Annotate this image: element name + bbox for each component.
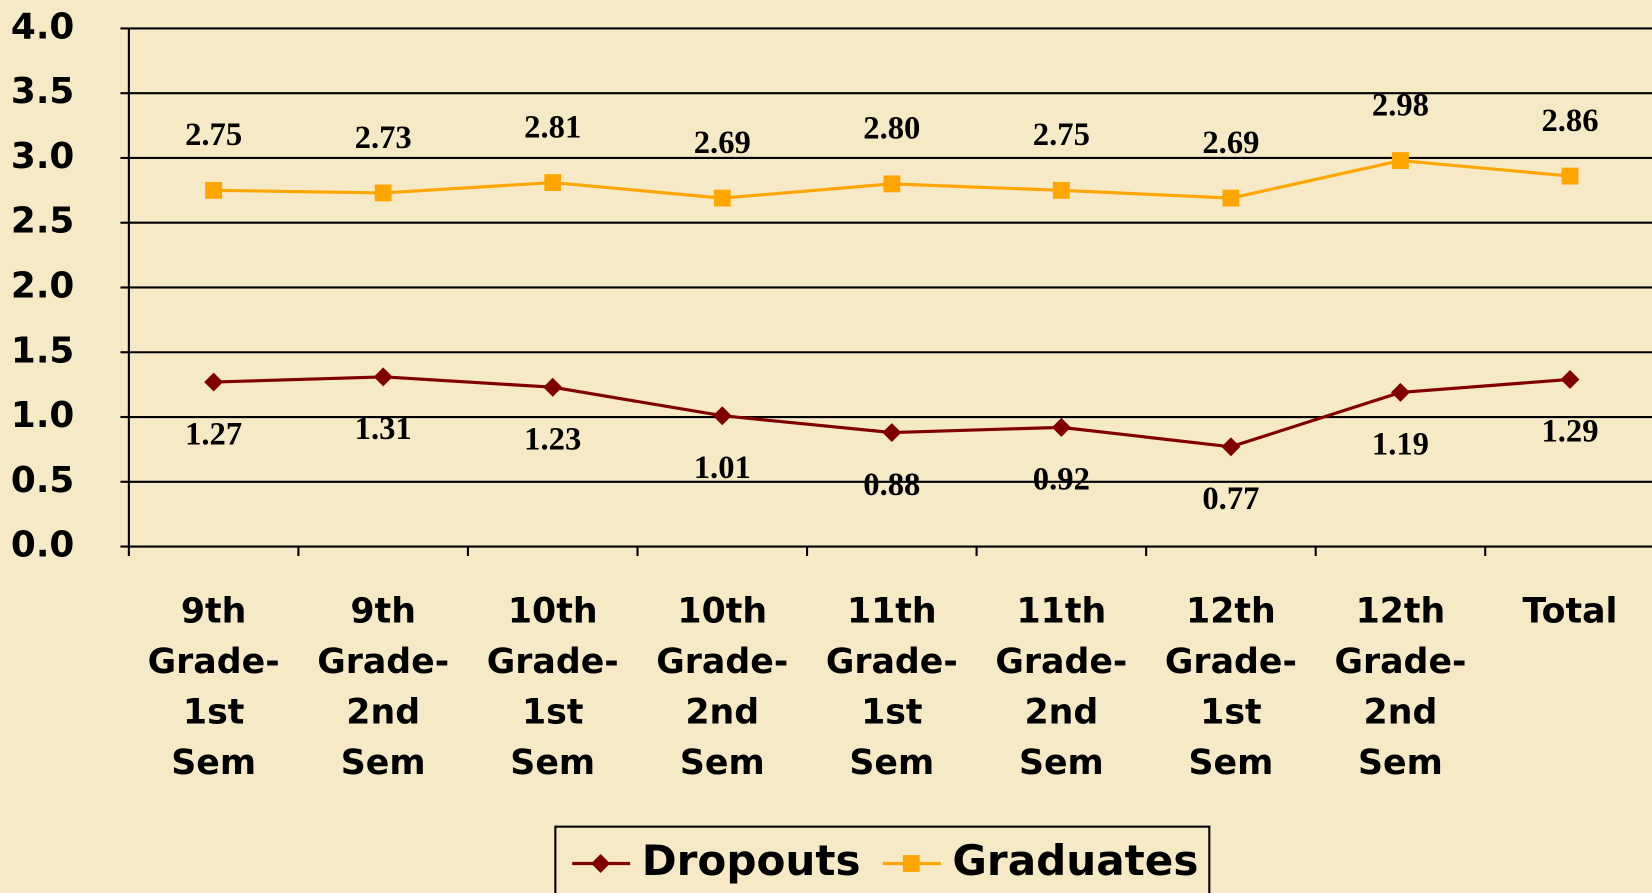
data-label: 0.92 (1033, 462, 1090, 498)
marker (543, 377, 563, 397)
y-tick-label: 2.0 (11, 265, 74, 306)
marker (1560, 369, 1580, 389)
marker (204, 372, 224, 392)
data-label: 2.98 (1372, 87, 1429, 123)
x-tick-label-box: Total (1522, 589, 1618, 631)
marker (1561, 167, 1579, 185)
data-label: 2.80 (863, 111, 920, 147)
data-label: 2.75 (1033, 117, 1090, 153)
marker (882, 423, 902, 443)
legend-box (554, 825, 1211, 893)
marker (1051, 417, 1071, 437)
y-tick-label: 3.0 (11, 136, 74, 177)
data-label: 0.88 (863, 467, 920, 503)
y-tick-label: 0.5 (11, 460, 74, 501)
legend-label: Dropouts (642, 836, 861, 885)
x-tick-label-box: 12th Grade-2nd Sem (1334, 589, 1467, 783)
data-label: 1.01 (694, 450, 751, 486)
data-label: 1.31 (355, 411, 412, 447)
marker (374, 184, 392, 202)
x-tick-label: 9th Grade-2nd Sem (317, 589, 450, 783)
x-tick-label: 11th Grade-1st Sem (825, 589, 958, 783)
marker (1390, 382, 1410, 402)
x-tick-label-box: 11th Grade-1st Sem (825, 589, 958, 783)
x-tick-label: 12th Grade-1st Sem (1164, 589, 1297, 783)
x-tick-label-box: 10th Grade-2nd Sem (656, 589, 789, 783)
y-tick-label: 4.0 (11, 6, 74, 47)
data-label: 1.29 (1541, 414, 1598, 450)
marker (544, 174, 562, 191)
data-label: 1.23 (524, 421, 581, 457)
y-tick-label: 0.0 (11, 525, 74, 566)
x-tick-label-box: 10th Grade-1st Sem (486, 589, 619, 783)
marker (373, 367, 393, 387)
y-tick-label: 1.5 (11, 330, 74, 371)
x-tick-label: 10th Grade-1st Sem (486, 589, 619, 783)
x-tick-label-box: 9th Grade-2nd Sem (317, 589, 450, 783)
data-label: 2.86 (1541, 103, 1598, 139)
y-tick-label: 1.0 (11, 395, 74, 436)
x-tick-label: 9th Grade-1st Sem (147, 589, 280, 783)
legend-label: Graduates (952, 836, 1198, 885)
data-label: 2.81 (524, 109, 581, 145)
x-tick-label: 11th Grade-2nd Sem (995, 589, 1128, 783)
marker (902, 855, 920, 872)
marker (591, 854, 611, 873)
marker (883, 175, 901, 193)
marker (1221, 437, 1241, 457)
x-tick-label-box: 12th Grade-1st Sem (1164, 589, 1297, 783)
data-label: 2.69 (694, 125, 751, 161)
marker (1392, 152, 1409, 169)
x-tick-label: 10th Grade-2nd Sem (656, 589, 789, 783)
y-tick-label: 3.5 (11, 71, 74, 112)
data-label: 2.75 (185, 117, 242, 153)
x-tick-label-box: 11th Grade-2nd Sem (995, 589, 1128, 783)
data-label: 0.77 (1202, 481, 1259, 517)
x-tick-label: 12th Grade-2nd Sem (1334, 589, 1467, 783)
data-label: 1.27 (185, 416, 242, 452)
x-tick-label-box: 9th Grade-1st Sem (147, 589, 280, 783)
marker (712, 406, 732, 426)
marker (713, 189, 731, 207)
data-label: 1.19 (1372, 427, 1429, 463)
x-tick-label: Total (1522, 589, 1618, 631)
marker (1222, 189, 1240, 207)
data-label: 2.73 (355, 120, 412, 156)
marker (1052, 181, 1070, 199)
marker (205, 181, 223, 199)
data-label: 2.69 (1202, 125, 1259, 161)
y-tick-label: 2.5 (11, 201, 74, 242)
